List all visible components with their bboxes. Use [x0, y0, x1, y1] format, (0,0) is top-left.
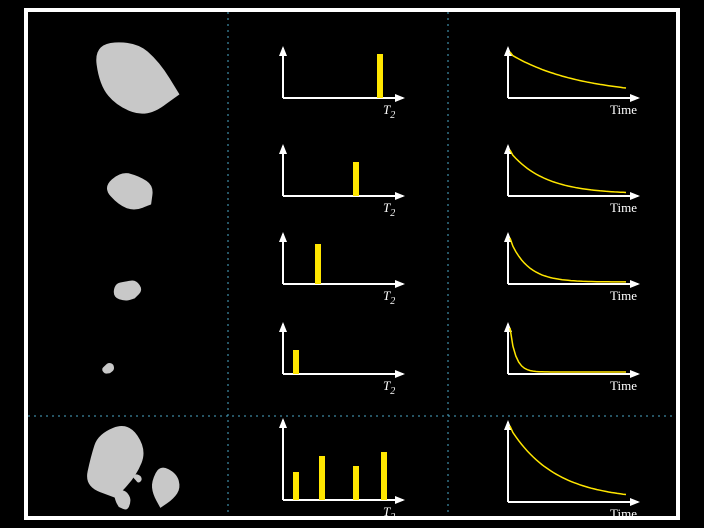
decay-curve [510, 426, 626, 495]
t2-axis-label: T2 [383, 288, 395, 307]
time-axis-label: Time [610, 102, 637, 117]
x-arrow [395, 370, 405, 378]
time-axis-label: Time [610, 200, 637, 215]
x-arrow [395, 94, 405, 102]
time-axis-label: Time [610, 378, 637, 393]
t2-axis-label: T2 [383, 102, 395, 121]
pore-blob [114, 490, 130, 509]
t2-axis-label: T2 [383, 200, 395, 219]
t2-bar [353, 466, 359, 500]
y-arrow [279, 418, 287, 428]
pore-blob [114, 281, 141, 301]
figure-frame: T2 T2 T2 T2 T2 Time Time Time Time Time [24, 8, 680, 520]
pore-blob [96, 42, 179, 113]
diagram-svg: T2 T2 T2 T2 T2 Time Time Time Time Time [28, 12, 676, 516]
decay-curve [510, 238, 626, 282]
y-arrow [504, 46, 512, 56]
decay-curve [510, 328, 626, 372]
x-arrow [630, 280, 640, 288]
time-axis-label: Time [610, 506, 637, 516]
y-arrow [279, 46, 287, 56]
time-axis-label: Time [610, 288, 637, 303]
x-arrow [395, 280, 405, 288]
y-arrow [279, 322, 287, 332]
pore-blob [87, 426, 143, 498]
x-arrow [630, 498, 640, 506]
t2-bar [293, 350, 299, 374]
t2-axis-label: T2 [383, 378, 395, 397]
decay-curve [510, 150, 626, 193]
x-arrow [630, 192, 640, 200]
pore-blob [107, 173, 153, 209]
t2-bar [353, 162, 359, 196]
x-arrow [630, 370, 640, 378]
figure-canvas: T2 T2 T2 T2 T2 Time Time Time Time Time [28, 12, 676, 516]
x-arrow [395, 192, 405, 200]
t2-bar [315, 244, 321, 284]
t2-bar [377, 54, 383, 98]
t2-bar [293, 472, 299, 500]
y-arrow [279, 232, 287, 242]
t2-axis-label: T2 [383, 504, 395, 516]
decay-curve [510, 52, 626, 88]
pore-blob [134, 474, 142, 482]
pore-blob [152, 468, 179, 508]
y-arrow [279, 144, 287, 154]
pore-blob [102, 363, 114, 374]
x-arrow [630, 94, 640, 102]
x-arrow [395, 496, 405, 504]
t2-bar [381, 452, 387, 500]
t2-bar [319, 456, 325, 500]
